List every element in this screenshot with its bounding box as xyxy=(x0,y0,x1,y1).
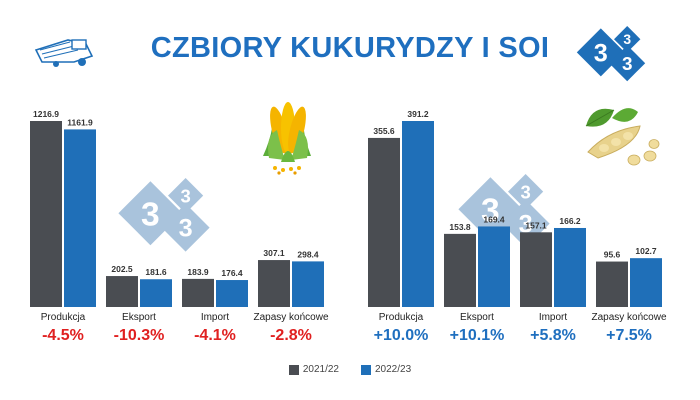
three-diamond-logo: 333 xyxy=(576,26,646,82)
bar-value-label: 102.7 xyxy=(635,246,657,256)
logo-digit: 3 xyxy=(594,40,608,68)
logo-diamond xyxy=(609,45,646,82)
chart-panel-2: 355.6 391.2 Produkcja +10.0% 153.8 169.4 Ekspo… xyxy=(368,109,667,344)
bar-value-label: 391.2 xyxy=(407,109,429,119)
category-label: Eksport xyxy=(460,312,494,323)
corn-icon xyxy=(263,102,311,175)
legend-label-2022-23: 2022/23 xyxy=(375,364,412,375)
watermark-diamond xyxy=(508,174,544,210)
category-label: Eksport xyxy=(122,312,156,323)
category-label: Produkcja xyxy=(379,312,424,323)
watermark-digit: 3 xyxy=(179,215,193,243)
logo-digit: 3 xyxy=(623,31,631,47)
bar-value-label: 176.4 xyxy=(221,268,243,278)
bar-value-label: 183.9 xyxy=(187,267,209,277)
page-title: CZBIORY KUKURYDZY I SOI xyxy=(150,32,550,64)
change-percent-label: -4.5% xyxy=(42,327,84,344)
bar-value-label: 166.2 xyxy=(559,216,581,226)
category-label: Zapasy końcowe xyxy=(253,312,328,323)
logo-digit: 3 xyxy=(622,54,633,75)
chart-panel-1: 1216.9 1161.9 Produkcja -4.5% 202.5 181.6 Eksp… xyxy=(30,109,329,344)
bar-value-label: 169.4 xyxy=(483,214,505,224)
watermark-digit: 3 xyxy=(141,196,160,233)
legend: 2021/22 2022/23 xyxy=(0,364,700,375)
bar-2022-23 xyxy=(216,280,248,307)
legend-swatch-2022-23 xyxy=(361,364,371,375)
change-percent-label: -10.3% xyxy=(114,327,165,344)
bar-2021-22 xyxy=(444,233,476,307)
bar-2021-22 xyxy=(30,121,62,307)
soybean-icon xyxy=(585,108,660,166)
change-percent-label: -4.1% xyxy=(194,327,236,344)
change-percent-label: +5.8% xyxy=(530,327,576,344)
watermark-digit: 3 xyxy=(519,211,533,239)
category-label: Import xyxy=(539,312,568,323)
bar-2021-22 xyxy=(182,278,214,307)
harvester-icon xyxy=(34,39,94,67)
bar-2022-23 xyxy=(140,279,172,307)
legend-label-2021-22: 2021/22 xyxy=(302,364,339,375)
watermark-digit: 3 xyxy=(481,192,500,229)
watermark-digit: 3 xyxy=(180,185,190,206)
category-label: Import xyxy=(201,312,230,323)
category-label: Produkcja xyxy=(41,312,86,323)
bar-value-label: 1216.9 xyxy=(33,109,59,119)
change-percent-label: +10.1% xyxy=(450,327,505,344)
bar-2022-23 xyxy=(402,121,434,307)
bar-value-label: 1161.9 xyxy=(67,117,93,127)
logo-diamond xyxy=(614,26,641,53)
bar-2022-23 xyxy=(554,227,586,307)
bar-2022-23 xyxy=(630,258,662,307)
bar-value-label: 307.1 xyxy=(263,248,285,258)
bar-value-label: 298.4 xyxy=(297,249,319,259)
bar-2022-23 xyxy=(292,261,324,307)
legend-item-2021-22: 2021/22 xyxy=(288,364,339,375)
watermark-right: 333 xyxy=(458,174,550,248)
bar-2022-23 xyxy=(64,129,96,307)
bar-2021-22 xyxy=(258,260,290,307)
bar-value-label: 202.5 xyxy=(111,264,133,274)
bar-2021-22 xyxy=(368,137,400,307)
watermark-diamond xyxy=(161,203,210,252)
watermark-digit: 3 xyxy=(520,181,530,202)
legend-swatch-2021-22 xyxy=(288,364,299,375)
bar-2022-23 xyxy=(478,226,510,307)
bar-value-label: 181.6 xyxy=(145,267,167,277)
bar-value-label: 153.8 xyxy=(449,222,471,232)
legend-item-2022-23: 2022/23 xyxy=(361,364,411,375)
change-percent-label: -2.8% xyxy=(270,327,312,344)
charts-layer: 1216.9 1161.9 Produkcja -4.5% 202.5 181.6 Eksp… xyxy=(30,109,667,344)
bar-value-label: 355.6 xyxy=(373,126,395,136)
change-percent-label: +7.5% xyxy=(606,327,652,344)
category-label: Zapasy końcowe xyxy=(591,312,666,323)
watermark-diamond xyxy=(458,177,523,242)
bar-2021-22 xyxy=(520,232,552,307)
bar-2021-22 xyxy=(596,261,628,307)
bar-value-label: 95.6 xyxy=(604,250,621,260)
bar-value-label: 157.1 xyxy=(525,220,547,230)
bar-2021-22 xyxy=(106,276,138,307)
change-percent-label: +10.0% xyxy=(374,327,429,344)
watermark-diamond xyxy=(168,178,204,214)
watermark-left: 333 xyxy=(118,178,210,252)
